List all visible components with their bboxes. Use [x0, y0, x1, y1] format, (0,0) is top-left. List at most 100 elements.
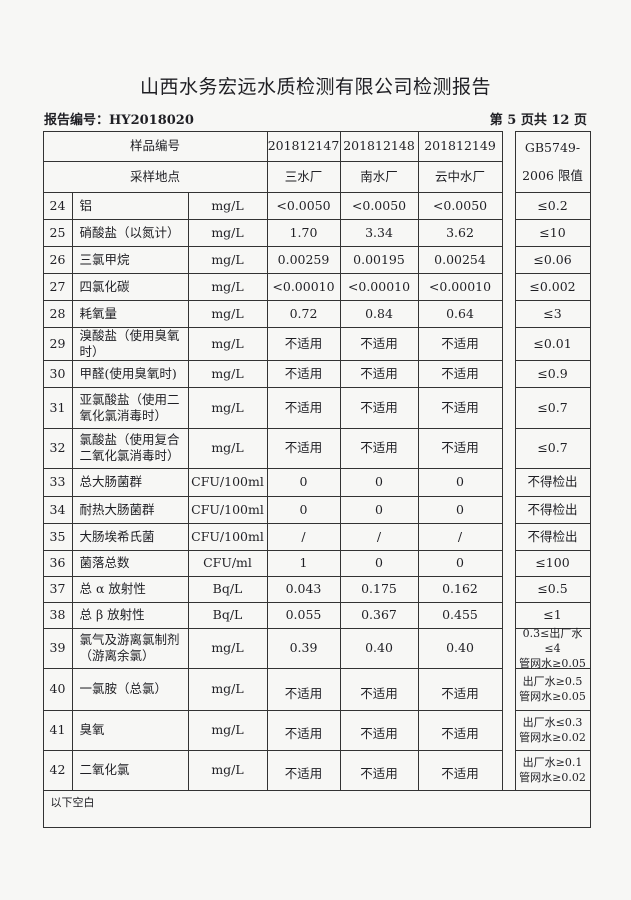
- result-value-text: 0.043: [285, 581, 322, 596]
- result-value-text: /: [376, 528, 382, 544]
- row-number: 38: [42, 601, 73, 629]
- unit-text: CFU/100ml: [191, 501, 264, 517]
- item-name: 臭氧: [71, 709, 189, 751]
- result-value: 0.40: [417, 627, 503, 669]
- result-value: 0.84: [339, 299, 419, 328]
- result-value-text: 1: [299, 555, 308, 570]
- item-name-text: 总 β 放射性: [79, 607, 145, 622]
- sample-site-label: 采样地点: [42, 160, 268, 193]
- item-name-text: 四氯化碳: [79, 278, 130, 294]
- result-value: 0.043: [266, 575, 341, 603]
- unit-text: mg/L: [211, 681, 244, 696]
- result-value: 0.00195: [339, 245, 419, 274]
- result-value: 0: [417, 495, 503, 524]
- item-name-text: 大肠埃希氏菌: [79, 528, 155, 544]
- result-value-text: 不适用: [441, 365, 479, 381]
- result-value: <0.00010: [266, 272, 341, 301]
- result-value-text: 不适用: [441, 440, 479, 455]
- result-value: /: [339, 522, 419, 551]
- row-number-text: 27: [49, 278, 66, 294]
- limit-value: ≤0.7: [514, 386, 591, 429]
- result-value-text: <0.00010: [272, 278, 335, 294]
- limit-value: ≤0.7: [514, 427, 591, 469]
- row-number-text: 38: [49, 607, 66, 622]
- result-value: 不适用: [266, 359, 341, 388]
- item-name: 总 α 放射性: [71, 575, 189, 603]
- unit-text: Bq/L: [212, 581, 243, 596]
- result-value: 不适用: [339, 359, 419, 388]
- unit: mg/L: [187, 245, 268, 274]
- result-value: 0.455: [417, 601, 503, 629]
- result-value-text: 不适用: [360, 440, 398, 455]
- row-number: 24: [42, 191, 73, 220]
- result-value-text: 0.64: [446, 305, 474, 321]
- result-value-text: 0: [375, 501, 383, 517]
- unit-text: mg/L: [211, 762, 244, 777]
- item-name: 大肠埃希氏菌: [71, 522, 189, 551]
- limit-value: 不得检出: [514, 522, 591, 551]
- limit-value: ≤3: [514, 299, 591, 328]
- result-value-text: 0.162: [442, 581, 478, 596]
- limit-value-text: ≤1: [543, 607, 562, 622]
- row-number-text: 41: [49, 722, 66, 737]
- result-value-text: 0: [456, 474, 464, 489]
- result-value: 不适用: [339, 386, 419, 429]
- item-name-text: 耗氧量: [79, 305, 118, 321]
- result-value-text: 3.62: [446, 224, 474, 240]
- row-number-text: 34: [49, 501, 66, 517]
- limit-value: 出厂水≥0.1 管网水≥0.02: [514, 749, 591, 791]
- item-name: 溴酸盐（使用臭氧时）: [71, 326, 189, 361]
- item-name-text: 氯酸盐（使用复合二氧化氯消毒时）: [79, 432, 180, 463]
- unit-text: mg/L: [211, 722, 244, 737]
- item-name: 耗氧量: [71, 299, 189, 328]
- limit-header: GB5749- 2006 限值: [514, 130, 591, 193]
- unit: mg/L: [187, 749, 268, 791]
- result-value: 0.40: [339, 627, 419, 669]
- row-number-text: 37: [49, 581, 66, 596]
- result-value: <0.00010: [339, 272, 419, 301]
- sample-site: 云中水厂: [417, 160, 503, 193]
- result-value-text: 0: [299, 501, 308, 517]
- result-value: 0: [339, 549, 419, 577]
- row-number: 36: [42, 549, 73, 577]
- unit-text: mg/L: [211, 224, 244, 240]
- row-number: 35: [42, 522, 73, 551]
- row-number: 25: [42, 218, 73, 247]
- result-value: 0.175: [339, 575, 419, 603]
- limit-value-text: ≤0.7: [537, 399, 568, 415]
- limit-value-text: 不得检出: [527, 474, 578, 489]
- unit-text: CFU/ml: [203, 555, 252, 570]
- row-number: 30: [42, 359, 73, 388]
- item-name: 三氯甲烷: [71, 245, 189, 274]
- unit: CFU/ml: [187, 549, 268, 577]
- result-value: 不适用: [417, 709, 503, 751]
- result-value-text: 0.72: [289, 305, 318, 321]
- sample-no-text: 201812148: [343, 138, 415, 153]
- result-value: <0.0050: [266, 191, 341, 220]
- result-value-text: 0: [375, 474, 383, 489]
- limit-value: ≤0.5: [514, 575, 591, 603]
- unit-text: mg/L: [211, 335, 244, 351]
- result-value-text: /: [457, 528, 463, 544]
- row-number-text: 25: [49, 224, 66, 240]
- sample-no-label: 样品编号: [42, 130, 268, 162]
- limit-value-text: ≤3: [543, 305, 562, 321]
- row-number-text: 31: [49, 399, 66, 415]
- item-name: 甲醛(使用臭氧时): [71, 359, 189, 388]
- result-value-text: 0.455: [442, 607, 478, 622]
- result-value-text: 不适用: [441, 399, 479, 415]
- result-value-text: 不适用: [360, 685, 398, 701]
- row-number-text: 30: [49, 365, 66, 381]
- sample-no: 201812148: [339, 130, 419, 162]
- row-number: 33: [42, 467, 73, 497]
- limit-value-text: ≤0.9: [537, 365, 568, 381]
- unit-text: mg/L: [211, 251, 244, 267]
- row-number-text: 39: [49, 640, 66, 655]
- blank-note: 以下空白: [42, 789, 591, 828]
- unit: mg/L: [187, 272, 268, 301]
- limit-value-text: ≤0.2: [537, 197, 568, 213]
- unit-text: mg/L: [211, 305, 244, 321]
- row-number-text: 28: [49, 305, 66, 321]
- result-value-text: 不适用: [360, 725, 398, 741]
- row-number-text: 33: [49, 474, 66, 489]
